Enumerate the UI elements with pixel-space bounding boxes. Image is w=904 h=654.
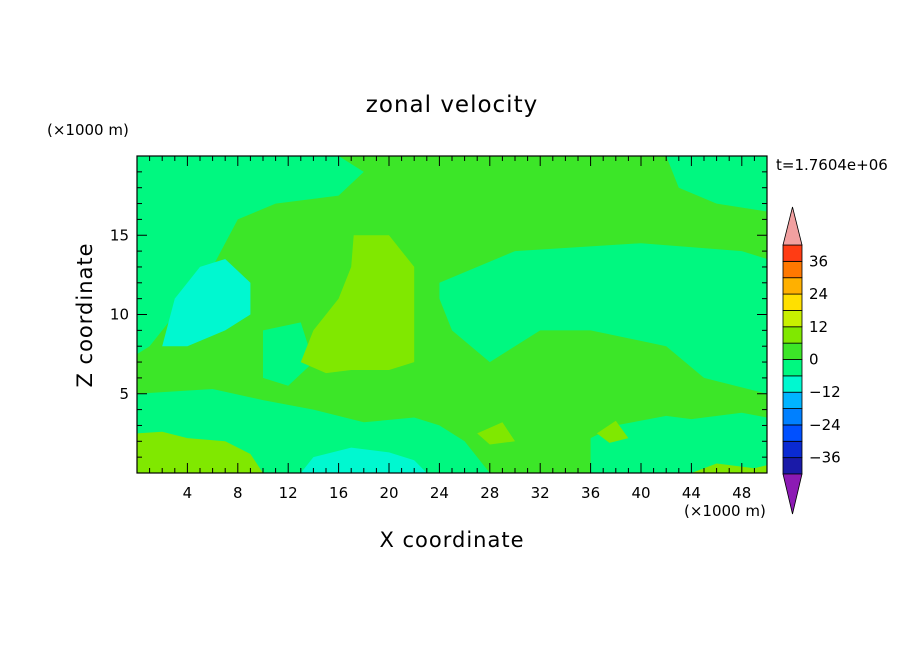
x-tick-label: 8: [233, 484, 243, 502]
contour-region-8: [300, 235, 415, 374]
colorbar-label: 24: [809, 285, 828, 303]
contour-region-7: [300, 447, 427, 473]
colorbar-swatch: [782, 457, 803, 475]
colorbar-swatch: [782, 424, 803, 442]
contour-region-3: [263, 322, 314, 386]
colorbar-swatch: [782, 277, 803, 295]
x-unit-label: (×1000 m): [684, 502, 766, 520]
y-tick-label: 5: [119, 385, 129, 403]
colorbar: 36 24 12 0 −12 −24 −36: [782, 206, 841, 515]
colorbar-swatch: [782, 326, 803, 344]
contour-region-0: [137, 156, 364, 355]
colorbar-swatch: [782, 310, 803, 328]
colorbar-swatch: [782, 408, 803, 426]
colorbar-under-arrow: [782, 473, 803, 515]
chart-title: zonal velocity: [366, 92, 538, 118]
plot-area: [137, 156, 767, 473]
colorbar-label: −24: [809, 416, 841, 434]
colorbar-swatch: [782, 293, 803, 311]
colorbar-label: 12: [809, 318, 828, 336]
x-tick-label: 48: [732, 484, 751, 502]
contour-region-1: [439, 243, 767, 394]
x-axis-label: X coordinate: [379, 528, 524, 552]
x-tick-label: 44: [682, 484, 701, 502]
x-tick-label: 24: [430, 484, 449, 502]
colorbar-label: −12: [809, 383, 841, 401]
colorbar-swatch: [782, 244, 803, 262]
x-tick-label: 28: [480, 484, 499, 502]
colorbar-swatch: [782, 440, 803, 459]
x-tick-label: 36: [581, 484, 600, 502]
contour-region-9: [137, 431, 263, 473]
x-tick-label: 16: [329, 484, 348, 502]
contour-region-5: [590, 412, 767, 473]
colorbar-swatch: [782, 260, 803, 279]
colorbar-over-arrow: [782, 206, 803, 246]
colorbar-label: −36: [809, 449, 841, 467]
colorbar-swatch: [782, 342, 803, 360]
x-tick-label: 12: [279, 484, 298, 502]
y-tick-label: 15: [110, 226, 129, 244]
time-label: t=1.7604e+06: [776, 156, 888, 174]
x-tick-label: 40: [631, 484, 650, 502]
y-axis-label: Z coordinate: [73, 242, 97, 387]
x-tick-label: 32: [531, 484, 550, 502]
y-tick-label: 10: [110, 306, 129, 324]
colorbar-swatch: [782, 375, 803, 393]
x-tick-label: 20: [379, 484, 398, 502]
contour-region-2: [666, 156, 767, 212]
contour-region-6: [162, 259, 251, 347]
colorbar-label: 0: [809, 351, 819, 369]
colorbar-swatch: [782, 391, 803, 409]
x-tick-label: 4: [183, 484, 193, 502]
contour-region-10: [477, 422, 515, 445]
colorbar-swatch: [782, 359, 803, 377]
colorbar-label: 36: [809, 252, 828, 270]
contour-region-11: [596, 420, 629, 443]
y-unit-label: (×1000 m): [47, 121, 129, 139]
